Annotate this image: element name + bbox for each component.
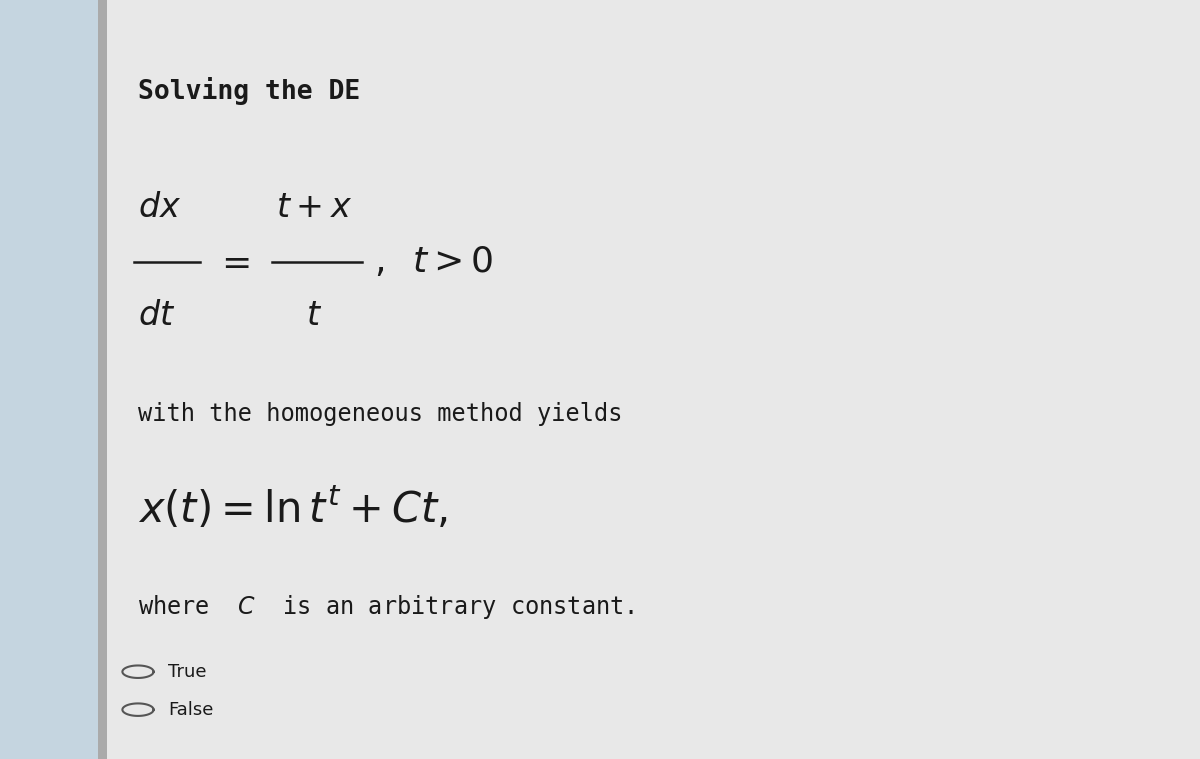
Text: with the homogeneous method yields: with the homogeneous method yields [138,402,623,426]
Text: Solving the DE: Solving the DE [138,77,360,105]
Text: False: False [168,701,214,719]
Text: $,\;\; t > 0$: $,\;\; t > 0$ [374,245,493,279]
Text: $t+x$: $t+x$ [276,192,352,224]
Text: where  $C$  is an arbitrary constant.: where $C$ is an arbitrary constant. [138,594,635,621]
Text: $t$: $t$ [306,300,322,332]
Text: $dt$: $dt$ [138,300,175,332]
Text: $dx$: $dx$ [138,192,181,224]
Text: $=$: $=$ [214,245,250,279]
Text: $x(t) = \mathrm{ln}\, t^{t} + Ct,$: $x(t) = \mathrm{ln}\, t^{t} + Ct,$ [138,486,448,531]
Text: True: True [168,663,206,681]
